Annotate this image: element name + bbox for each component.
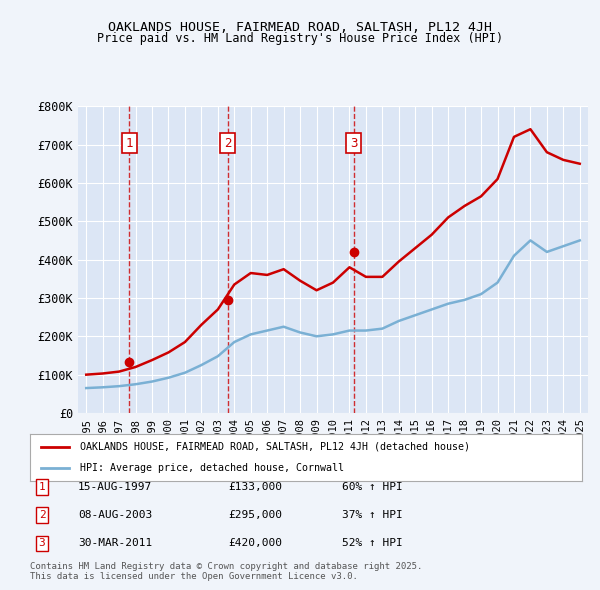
Text: 2: 2 xyxy=(224,136,232,149)
Text: £133,000: £133,000 xyxy=(228,482,282,491)
Text: £420,000: £420,000 xyxy=(228,539,282,548)
Text: OAKLANDS HOUSE, FAIRMEAD ROAD, SALTASH, PL12 4JH: OAKLANDS HOUSE, FAIRMEAD ROAD, SALTASH, … xyxy=(108,21,492,34)
Text: 3: 3 xyxy=(38,539,46,548)
Text: 2: 2 xyxy=(38,510,46,520)
Text: 3: 3 xyxy=(350,136,358,149)
Text: Contains HM Land Registry data © Crown copyright and database right 2025.
This d: Contains HM Land Registry data © Crown c… xyxy=(30,562,422,581)
Text: HPI: Average price, detached house, Cornwall: HPI: Average price, detached house, Corn… xyxy=(80,463,344,473)
Text: 30-MAR-2011: 30-MAR-2011 xyxy=(78,539,152,548)
Text: 1: 1 xyxy=(38,482,46,491)
Text: £295,000: £295,000 xyxy=(228,510,282,520)
Text: 52% ↑ HPI: 52% ↑ HPI xyxy=(342,539,403,548)
Text: 08-AUG-2003: 08-AUG-2003 xyxy=(78,510,152,520)
Text: Price paid vs. HM Land Registry's House Price Index (HPI): Price paid vs. HM Land Registry's House … xyxy=(97,32,503,45)
Text: 15-AUG-1997: 15-AUG-1997 xyxy=(78,482,152,491)
Text: 1: 1 xyxy=(125,136,133,149)
Text: OAKLANDS HOUSE, FAIRMEAD ROAD, SALTASH, PL12 4JH (detached house): OAKLANDS HOUSE, FAIRMEAD ROAD, SALTASH, … xyxy=(80,442,470,452)
Text: 37% ↑ HPI: 37% ↑ HPI xyxy=(342,510,403,520)
Text: 60% ↑ HPI: 60% ↑ HPI xyxy=(342,482,403,491)
